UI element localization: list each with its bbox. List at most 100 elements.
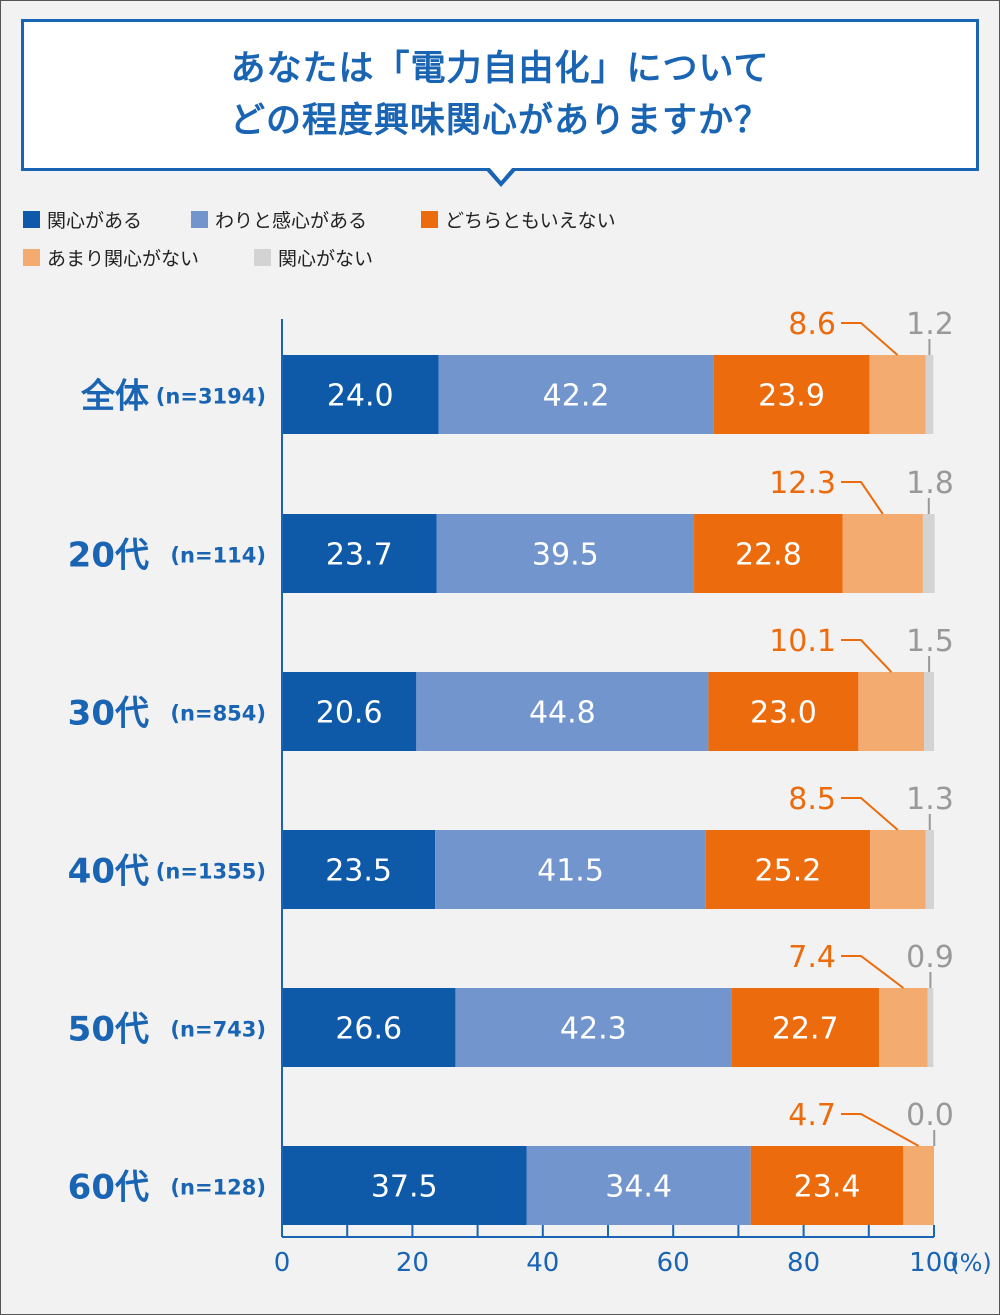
category-sample-size: (n=114) xyxy=(170,544,266,568)
callout-value-label: 1.3 xyxy=(906,782,954,817)
category-label: 20代 xyxy=(68,536,149,576)
x-axis-unit: (%) xyxy=(950,1249,992,1277)
bar-segment xyxy=(842,514,923,593)
bar-segment xyxy=(750,1146,904,1225)
x-tick-label: 40 xyxy=(526,1248,559,1278)
legend-label: 関心がない xyxy=(278,248,374,270)
bar-segment xyxy=(282,514,437,593)
legend-item-kanshin-aru: 関心がある xyxy=(23,206,142,233)
chart-title-line-1: あなたは「電力自由化」について xyxy=(230,49,770,89)
legend-label: わりと感心がある xyxy=(215,210,368,232)
bar-value-label: 23.7 xyxy=(326,538,393,573)
callout-leader-line xyxy=(841,481,884,515)
callout-leader-line xyxy=(841,797,899,831)
callout-value-label: 8.6 xyxy=(788,307,836,342)
bar-value-label: 39.5 xyxy=(532,538,599,573)
callout-value-label: 12.3 xyxy=(769,466,836,501)
bar-segment xyxy=(713,355,870,434)
bar-segment xyxy=(922,514,935,593)
bar-segment xyxy=(903,1146,934,1225)
category-label: 30代 xyxy=(68,694,149,734)
category-label: 全体 xyxy=(80,377,149,417)
legend-item-amari-kanshin-nai: あまり関心がない xyxy=(23,244,199,271)
legend-swatch xyxy=(191,211,208,228)
callout-leader-line xyxy=(841,639,893,673)
bar-segment xyxy=(435,830,706,909)
bar-value-label: 23.4 xyxy=(794,1170,861,1205)
bar-value-label: 24.0 xyxy=(327,379,394,414)
bar-segment xyxy=(416,672,709,751)
callout-value-label: 1.8 xyxy=(906,466,954,501)
bar-value-label: 34.4 xyxy=(605,1170,672,1205)
bar-value-label: 20.6 xyxy=(316,696,383,731)
category-sample-size: (n=743) xyxy=(170,1018,266,1042)
bar-segment xyxy=(858,672,925,751)
bar-value-label: 44.8 xyxy=(529,696,596,731)
callout-leader-line xyxy=(841,322,899,356)
legend-item-kanshin-nai: 関心がない xyxy=(254,244,373,271)
legend-swatch xyxy=(23,249,40,266)
bar-segment xyxy=(924,672,934,751)
bar-segment xyxy=(282,1146,527,1225)
legend-swatch xyxy=(23,211,40,228)
legend-swatch xyxy=(254,249,271,266)
bar-segment xyxy=(282,355,439,434)
bar-segment xyxy=(705,830,871,909)
category-sample-size: (n=128) xyxy=(170,1176,266,1200)
legend-swatch xyxy=(421,211,438,228)
bar-value-label: 22.7 xyxy=(772,1012,839,1047)
bar-value-label: 42.3 xyxy=(560,1012,627,1047)
bar-segment xyxy=(925,355,934,434)
bar-segment xyxy=(526,1146,751,1225)
callout-leader-line xyxy=(841,1113,920,1147)
bar-segment xyxy=(282,672,417,751)
title-pointer-fill xyxy=(489,167,513,181)
title-box: あなたは「電力自由化」について どの程度興味関心がありますか？ xyxy=(21,19,979,171)
callout-value-label: 7.4 xyxy=(788,940,836,975)
bar-segment xyxy=(455,988,732,1067)
bar-value-label: 37.5 xyxy=(371,1170,438,1205)
callout-value-label: 0.0 xyxy=(906,1098,954,1133)
bar-segment xyxy=(879,988,928,1067)
bar-segment xyxy=(925,830,934,909)
legend-label: どちらともいえない xyxy=(445,210,616,232)
bar-segment xyxy=(927,988,934,1067)
bar-segment xyxy=(282,830,436,909)
category-sample-size: (n=1355) xyxy=(156,860,266,884)
bar-segment xyxy=(282,988,456,1067)
callout-value-label: 4.7 xyxy=(788,1098,836,1133)
category-sample-size: (n=854) xyxy=(170,702,266,726)
x-tick-label: 100 xyxy=(909,1248,959,1278)
bar-segment xyxy=(731,988,880,1067)
callout-value-label: 1.5 xyxy=(906,624,954,659)
bar-segment xyxy=(694,514,843,593)
bar-value-label: 23.0 xyxy=(750,696,817,731)
legend-item-dochira-tomo: どちらともいえない xyxy=(421,206,616,233)
category-sample-size: (n=3194) xyxy=(156,385,266,409)
bar-value-label: 23.5 xyxy=(325,854,392,889)
bar-value-label: 41.5 xyxy=(537,854,604,889)
bar-value-label: 26.6 xyxy=(335,1012,402,1047)
chart-title-line-2: どの程度興味関心がありますか？ xyxy=(229,101,770,141)
bar-value-label: 22.8 xyxy=(735,538,802,573)
callout-value-label: 8.5 xyxy=(788,782,836,817)
bar-value-label: 42.2 xyxy=(543,379,610,414)
bar-segment xyxy=(869,355,926,434)
callout-value-label: 10.1 xyxy=(769,624,836,659)
bar-value-label: 25.2 xyxy=(755,854,822,889)
legend-label: 関心がある xyxy=(47,210,143,232)
x-tick-label: 80 xyxy=(787,1248,820,1278)
callout-leader-line xyxy=(841,955,904,989)
x-tick-label: 20 xyxy=(396,1248,429,1278)
callout-value-label: 1.2 xyxy=(906,307,954,342)
legend-item-wari-kanshin: わりと感心がある xyxy=(191,206,367,233)
bar-value-label: 23.9 xyxy=(758,379,825,414)
x-tick-label: 0 xyxy=(274,1248,291,1278)
bar-segment xyxy=(438,355,714,434)
category-label: 60代 xyxy=(68,1168,149,1208)
bar-segment xyxy=(708,672,859,751)
category-label: 40代 xyxy=(68,852,149,892)
legend-label: あまり関心がない xyxy=(47,248,200,270)
